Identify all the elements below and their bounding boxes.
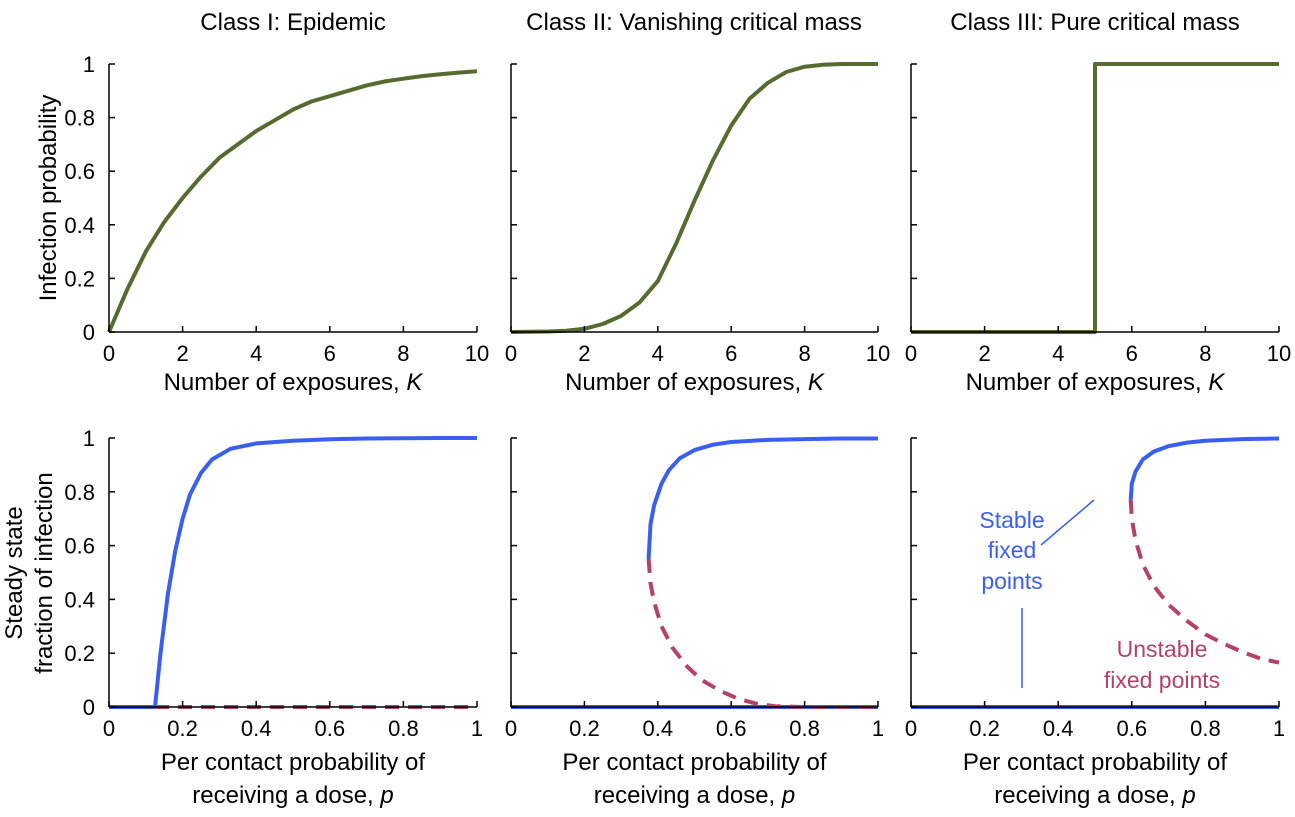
class1-bottom-y-tick-label: 1 [83,426,95,451]
class1-top-x-tick-label: 2 [176,341,188,366]
class1-bottom-x-tick-label: 0.4 [241,716,272,741]
panel-title-class1: Class I: Epidemic [200,9,385,36]
class2-bottom-x-tick-label: 0.2 [569,716,600,741]
panel-class3-top: 0 2 4 6 8 10 Number of exposures, K [905,62,1291,396]
class3-bottom-x-tick-label: 0.6 [1117,716,1148,741]
class2-bottom-x-axis-label-line2: receiving a dose, p [594,782,795,809]
class2-top-x-tick-label: 0 [505,341,517,366]
annotation-unstable-line1: Unstable [1117,636,1208,662]
class3-top-x-axis-label: Number of exposures, K [966,369,1226,396]
class2-top-x-tick-label: 6 [725,341,737,366]
class2-bottom-x-tick-label: 0 [505,716,517,741]
class3-top-x-tick-label: 8 [1199,341,1211,366]
class3-bottom-x-tick-label: 0.8 [1190,716,1221,741]
class3-bottom-x-tick-label: 0.4 [1043,716,1074,741]
panel-class1-bottom: 0 0.2 0.4 0.6 0.8 1 0 0.2 0.4 0.6 0.8 1 Per contact … [64,426,483,809]
top-y-axis-label: Infection probability [35,95,62,302]
annotation-stable-line2: fixed [988,537,1037,563]
class2-top-x-tick-label: 2 [578,341,590,366]
class3-bottom-series-stable-upper [1128,436,1280,501]
class1-top-y-tick-label: 1 [83,52,95,77]
class1-top-y-tick-label: 0.4 [64,213,95,238]
panel-class2-top: 0 2 4 6 8 10 Number of exposures, K [505,62,890,396]
class3-top-x-tick-label: 4 [1052,341,1064,366]
class1-bottom-x-axis-label-line1: Per contact probability of [161,749,425,776]
bottom-y-axis-label-line1: Steady state [1,506,28,639]
class1-top-x-tick-label: 8 [397,341,409,366]
class3-top-x-tick-label: 10 [1267,341,1291,366]
class1-top-x-tick-label: 0 [103,341,115,366]
annotation-stable-line3: points [981,568,1042,594]
class1-bottom-x-tick-label: 1 [471,716,483,741]
panel-title-class3: Class III: Pure critical mass [950,9,1239,36]
class1-bottom-x-tick-label: 0 [103,716,115,741]
class2-top-x-tick-label: 8 [798,341,810,366]
class2-bottom-x-tick-label: 0.8 [789,716,820,741]
class3-bottom-x-axis-label-line2: receiving a dose, p [994,782,1195,809]
class1-bottom-series-stable-upper [153,436,477,708]
annotation-unstable-line2: fixed points [1104,667,1220,693]
class3-top-series-infection-probability [911,62,1279,334]
class1-top-x-tick-label: 10 [465,341,489,366]
panel-class1-top: 0 2 4 6 8 10 0 0.2 0.4 0.6 0.8 1 Number of exposures… [64,52,489,396]
class1-top-x-tick-label: 4 [250,341,262,366]
class1-top-x-tick-label: 6 [324,341,336,366]
class2-bottom-series-stable-upper [646,436,878,560]
class1-top-y-tick-label: 0 [83,320,95,345]
class1-bottom-x-axis-label-line2: receiving a dose, p [192,782,393,809]
class2-bottom-series-unstable [646,558,878,709]
class1-bottom-y-tick-label: 0.2 [64,641,95,666]
annotations: Stable fixed points Unstable fixed point… [979,499,1220,693]
class3-top-x-tick-label: 2 [978,341,990,366]
bottom-y-axis-label-line2: fraction of infection [31,472,58,673]
class3-bottom-x-axis-label-line1: Per contact probability of [963,749,1227,776]
class1-bottom-x-tick-label: 0.6 [315,716,346,741]
class1-bottom-x-tick-label: 0.8 [388,716,419,741]
class2-bottom-x-axis-label-line1: Per contact probability of [562,749,826,776]
panel-class3-bottom: 0 0.2 0.4 0.6 0.8 1 Per contact probability of… [905,436,1285,809]
annotation-stable-line1: Stable [979,507,1044,533]
class1-bottom-y-tick-label: 0.4 [64,587,95,612]
panel-class2-bottom: 0 0.2 0.4 0.6 0.8 1 Per contact probability of… [505,436,884,809]
class1-bottom-y-tick-label: 0.6 [64,534,95,559]
class3-bottom-x-tick-label: 1 [1273,716,1285,741]
class2-top-series-infection-probability [510,62,878,334]
class2-top-x-tick-label: 4 [652,341,664,366]
class1-bottom-y-tick-label: 0.8 [64,480,95,505]
class2-top-x-axis-label: Number of exposures, K [565,369,825,396]
panel-title-class2: Class II: Vanishing critical mass [526,9,862,36]
class3-bottom-x-tick-label: 0 [905,716,917,741]
class2-bottom-x-tick-label: 1 [872,716,884,741]
class3-bottom-series-unstable [1128,499,1280,665]
class2-top-x-tick-label: 10 [866,341,890,366]
class3-top-x-tick-label: 6 [1126,341,1138,366]
class2-bottom-x-tick-label: 0.4 [643,716,674,741]
class1-top-y-tick-label: 0.8 [64,106,95,131]
class3-top-x-tick-label: 0 [905,341,917,366]
class1-bottom-y-tick-label: 0 [83,695,95,720]
annotation-stable-pointer-upper [1040,499,1095,546]
class3-bottom-x-tick-label: 0.2 [969,716,1000,741]
class2-bottom-x-tick-label: 0.6 [716,716,747,741]
class1-top-x-axis-label: Number of exposures, K [164,369,424,396]
class1-top-y-tick-label: 0.6 [64,159,95,184]
class1-top-series-infection-probability [107,69,478,333]
class1-bottom-x-tick-label: 0.2 [167,716,198,741]
class1-top-y-tick-label: 0.2 [64,266,95,291]
